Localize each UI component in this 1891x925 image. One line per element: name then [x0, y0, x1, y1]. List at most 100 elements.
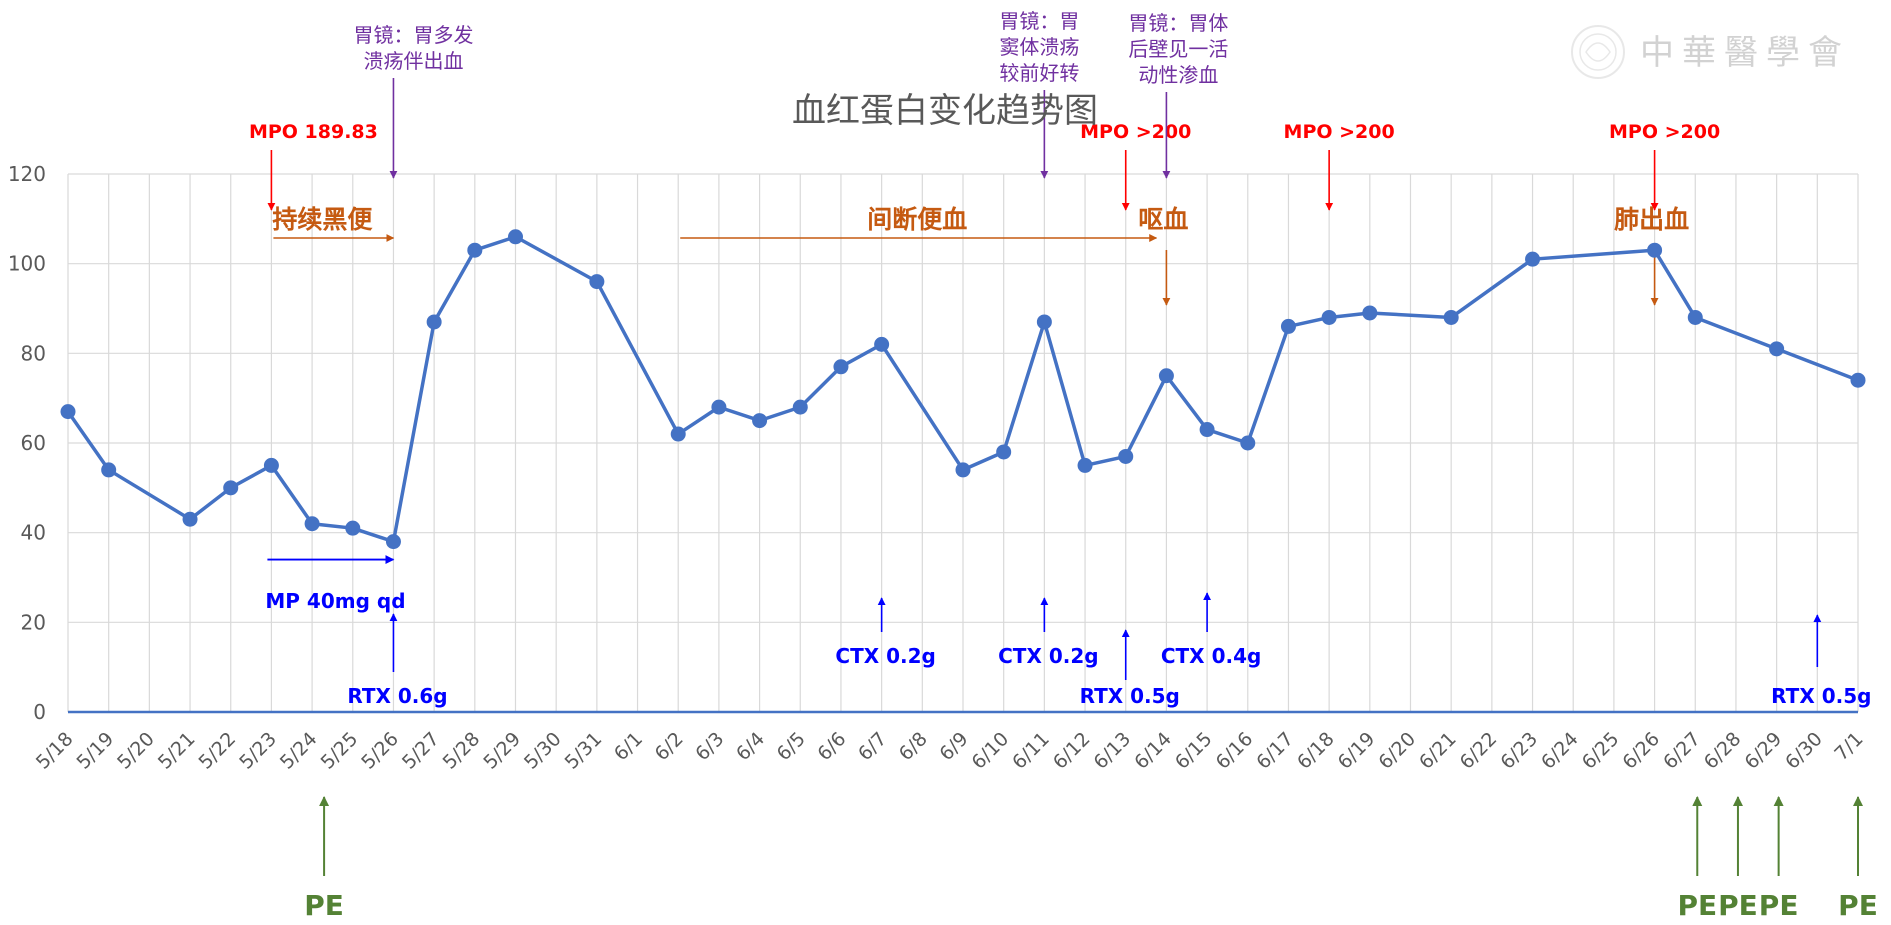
x-tick-label: 6/25 [1578, 728, 1624, 774]
bleeding-label: 呕血 [1138, 205, 1188, 234]
y-tick-label: 20 [21, 610, 46, 634]
x-tick-label: 5/24 [276, 728, 322, 774]
bleeding-label: 肺出血 [1614, 205, 1689, 234]
x-tick-label: 6/12 [1049, 728, 1095, 774]
x-tick-label: 5/21 [154, 728, 200, 774]
data-point [1158, 368, 1174, 384]
x-tick-label: 6/9 [935, 728, 972, 765]
x-tick-label: 5/23 [235, 728, 281, 774]
x-tick-label: 6/17 [1252, 728, 1298, 774]
x-tick-label: 5/31 [561, 728, 607, 774]
x-tick-label: 6/30 [1781, 728, 1827, 774]
data-point [874, 336, 890, 352]
treatment-label: RTX 0.5g [1080, 684, 1180, 708]
x-tick-label: 5/28 [439, 728, 485, 774]
mpo-label: MPO 189.83 [249, 121, 378, 143]
mpo-label: MPO >200 [1080, 121, 1191, 143]
data-point [1199, 422, 1215, 438]
y-tick-label: 80 [21, 341, 46, 365]
data-point [101, 462, 117, 478]
data-point [996, 444, 1012, 460]
steroid-label: MP 40mg qd [265, 589, 405, 613]
y-tick-label: 120 [8, 162, 46, 186]
x-tick-label: 6/7 [854, 728, 891, 765]
data-point [508, 229, 523, 245]
x-tick-label: 5/20 [113, 728, 159, 774]
data-point [1240, 435, 1256, 451]
x-tick-label: 6/19 [1334, 728, 1380, 774]
data-point [345, 520, 361, 536]
x-tick-label: 6/4 [732, 728, 769, 765]
treatment-label: CTX 0.2g [998, 644, 1098, 668]
pe-label: PE [1677, 889, 1717, 922]
bleeding-label: 持续黑便 [272, 205, 373, 234]
treatment-label: CTX 0.2g [835, 644, 935, 668]
x-tick-label: 6/3 [691, 728, 728, 765]
data-point [1362, 305, 1378, 321]
data-point [1443, 309, 1459, 325]
endoscopy-label: 较前好转 [999, 61, 1079, 85]
data-point [1525, 251, 1541, 267]
x-tick-label: 6/21 [1415, 728, 1461, 774]
x-tick-label: 6/16 [1212, 728, 1258, 774]
treatment-label: RTX 0.5g [1771, 684, 1871, 708]
data-point [792, 399, 808, 415]
data-point [589, 274, 605, 290]
x-tick-label: 6/18 [1293, 728, 1339, 774]
endoscopy-label: 窦体溃疡 [999, 35, 1079, 59]
treatment-label: RTX 0.6g [347, 684, 447, 708]
watermark-logo: 中華醫學會 [1571, 25, 1842, 79]
endoscopy-label: 溃疡伴出血 [363, 49, 463, 73]
data-point [955, 462, 971, 478]
x-tick-label: 5/25 [317, 728, 363, 774]
x-tick-label: 6/1 [610, 728, 647, 765]
x-tick-label: 6/2 [651, 728, 688, 765]
data-point [60, 404, 76, 420]
data-point [1280, 318, 1296, 334]
data-point [833, 359, 849, 375]
data-point [467, 242, 483, 258]
x-tick-label: 6/24 [1537, 728, 1583, 774]
y-tick-label: 60 [21, 431, 46, 455]
pe-label: PE [1718, 889, 1758, 922]
x-tick-label: 6/26 [1618, 728, 1664, 774]
x-tick-label: 6/22 [1456, 728, 1502, 774]
data-point [304, 516, 320, 532]
x-tick-label: 5/26 [357, 728, 403, 774]
data-point [263, 457, 279, 473]
treatment-label: CTX 0.4g [1161, 644, 1261, 668]
x-tick-label: 5/30 [520, 728, 566, 774]
data-point [223, 480, 239, 496]
data-point [182, 511, 198, 527]
mpo-label: MPO >200 [1284, 121, 1395, 143]
endoscopy-label: 动性渗血 [1138, 63, 1218, 87]
bleeding-label: 间断便血 [867, 205, 967, 234]
data-point [1687, 309, 1703, 325]
x-tick-label: 6/5 [773, 728, 810, 765]
endoscopy-label: 胃镜：胃 [999, 9, 1079, 33]
data-point [1769, 341, 1785, 357]
x-tick-label: 6/11 [1008, 728, 1054, 774]
x-tick-label: 6/14 [1130, 728, 1176, 774]
data-point [385, 534, 401, 550]
chart-title: 血红蛋白变化趋势图 [792, 91, 1098, 131]
endoscopy-label: 后壁见一活 [1128, 37, 1228, 61]
pe-label: PE [1838, 889, 1878, 922]
pe-label: PE [304, 889, 344, 922]
watermark-seal-icon [1571, 25, 1625, 79]
x-tick-label: 6/29 [1740, 728, 1786, 774]
x-tick-label: 5/27 [398, 728, 444, 774]
data-point [1118, 448, 1134, 464]
x-tick-label: 6/27 [1659, 728, 1705, 774]
data-point [1077, 457, 1093, 473]
x-tick-label: 6/23 [1496, 728, 1542, 774]
data-point [426, 314, 442, 330]
x-tick-label: 6/6 [813, 728, 850, 765]
data-point [711, 399, 727, 415]
x-tick-label: 6/20 [1374, 728, 1420, 774]
x-tick-label: 5/22 [195, 728, 241, 774]
pe-label: PE [1759, 889, 1799, 922]
x-tick-label: 5/19 [72, 728, 118, 774]
mpo-label: MPO >200 [1609, 121, 1720, 143]
